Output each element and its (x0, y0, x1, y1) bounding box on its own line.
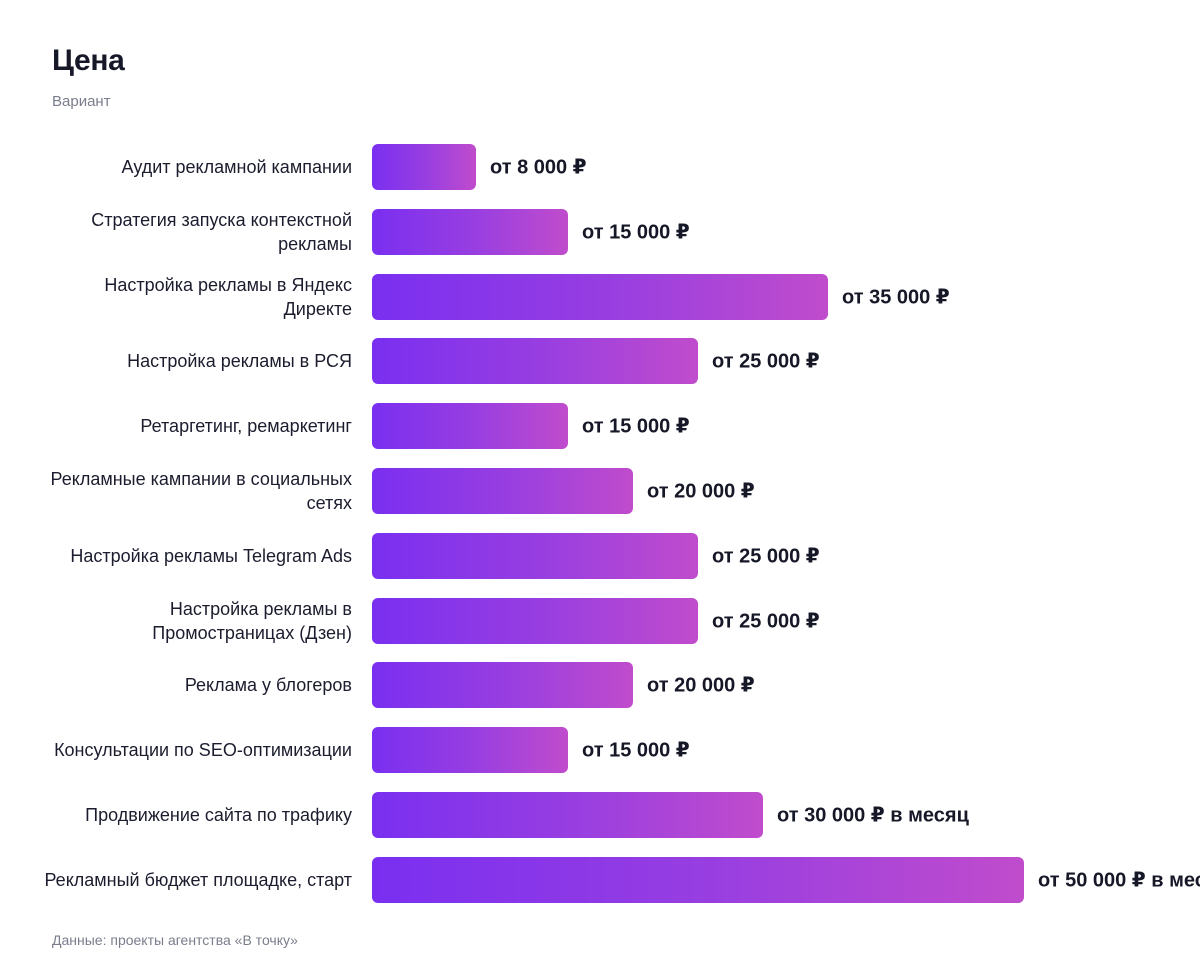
category-label: Рекламный бюджет площадке, старт (44, 869, 352, 890)
chart-subtitle: Вариант (52, 93, 111, 110)
bar (372, 727, 568, 774)
bar-row: Реклама у блогеров от 20 000 ₽ (0, 662, 1200, 709)
category-label: Рекламные кампании в социальных сетях (50, 469, 352, 513)
bar (372, 662, 633, 709)
bar-row: Рекламный бюджет площадке, старт от 50 00… (0, 856, 1200, 903)
bar (372, 144, 476, 190)
category-label: Аудит рекламной кампании (121, 157, 352, 177)
value-label: от 15 000 ₽ (582, 739, 690, 762)
category-label: Реклама у блогеров (184, 675, 352, 696)
bar-row: Консультации по SEO-оптимизации от 15 000… (0, 727, 1200, 774)
category-label: Настройка рекламы в РСЯ (127, 351, 352, 372)
bar-row: Настройка рекламы в РСЯ от 25 000 ₽ (0, 338, 1200, 385)
bar (372, 403, 568, 450)
chart-title: Цена (52, 44, 125, 77)
category-label: Настройка рекламы Telegram Ads (70, 545, 352, 566)
bar-row: Аудит рекламной кампании от 8 000 ₽ (0, 144, 1200, 190)
value-label: от 25 000 ₽ (712, 545, 820, 568)
bar (372, 856, 1024, 903)
bar (372, 468, 633, 514)
bar (372, 792, 763, 838)
bar-row: Настройка рекламы в Яндекс Директе от 35 … (0, 273, 1200, 320)
value-label: от 20 000 ₽ (647, 674, 755, 697)
bar-row: Рекламные кампании в социальных сетях от … (0, 468, 1200, 514)
value-label: от 15 000 ₽ (582, 221, 690, 244)
bar (372, 208, 568, 255)
bar-row: Ретаргетинг, ремаркетинг от 15 000 ₽ (0, 403, 1200, 450)
bar (372, 338, 698, 385)
data-source-note: Данные: проекты агентства «В точку» (52, 932, 298, 948)
bar-row: Настройка рекламы Telegram Ads от 25 000 … (0, 532, 1200, 579)
value-label: от 30 000 ₽ в месяц (777, 804, 969, 827)
value-label: от 20 000 ₽ (647, 480, 755, 503)
value-label: от 25 000 ₽ (712, 350, 820, 373)
value-label: от 50 000 ₽ в месяц (1038, 869, 1200, 892)
category-label: Настройка рекламы в Промостраницах (Дзен… (152, 598, 352, 643)
bar (372, 597, 698, 644)
value-label: от 35 000 ₽ (842, 286, 950, 309)
category-label: Ретаргетинг, ремаркетинг (140, 416, 352, 437)
value-label: от 8 000 ₽ (490, 156, 587, 179)
bar-row: Продвижение сайта по трафику от 30 000 ₽ … (0, 792, 1200, 838)
category-label: Продвижение сайта по трафику (85, 805, 352, 825)
category-label: Консультации по SEO-оптимизации (54, 740, 352, 761)
category-label: Настройка рекламы в Яндекс Директе (104, 274, 352, 319)
value-label: от 15 000 ₽ (582, 415, 690, 438)
bar-row: Стратегия запуска контекстной рекламы от … (0, 208, 1200, 255)
bar (372, 273, 828, 320)
bar-row: Настройка рекламы в Промостраницах (Дзен… (0, 597, 1200, 644)
value-label: от 25 000 ₽ (712, 610, 820, 633)
bar (372, 532, 698, 579)
category-label: Стратегия запуска контекстной рекламы (91, 209, 352, 254)
